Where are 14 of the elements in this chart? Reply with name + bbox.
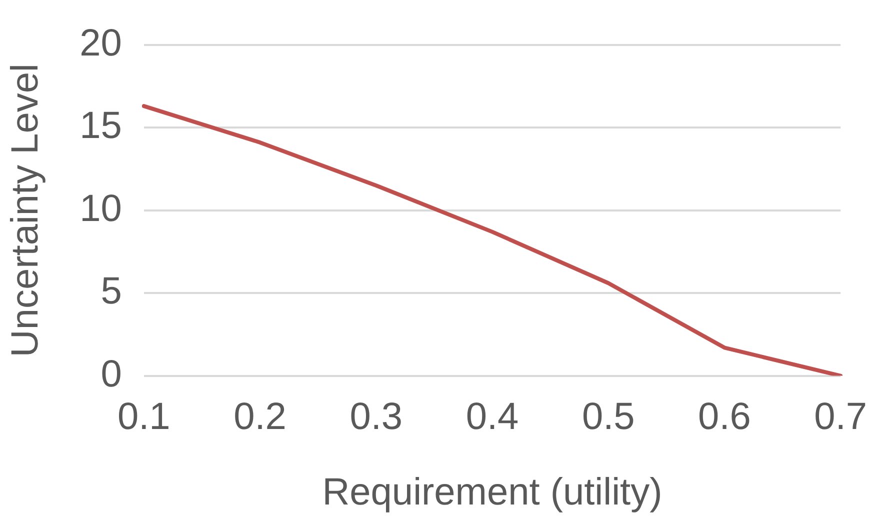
x-tick-label: 0.7 — [814, 396, 867, 438]
x-tick-label: 0.3 — [350, 396, 403, 438]
x-tick-label: 0.2 — [234, 396, 286, 438]
y-tick-label: 20 — [80, 22, 122, 64]
x-axis-title: Requirement (utility) — [322, 472, 662, 514]
y-tick-label: 15 — [80, 105, 122, 148]
y-tick-label: 10 — [80, 188, 122, 230]
x-tick-label: 0.4 — [466, 396, 519, 438]
x-tick-label: 0.5 — [582, 396, 635, 438]
y-tick-label: 0 — [100, 353, 122, 396]
y-tick-label: 5 — [100, 270, 122, 313]
x-tick-label: 0.1 — [117, 396, 170, 438]
y-axis-title: Uncertainty Level — [4, 64, 46, 358]
x-tick-label: 0.6 — [698, 396, 751, 438]
